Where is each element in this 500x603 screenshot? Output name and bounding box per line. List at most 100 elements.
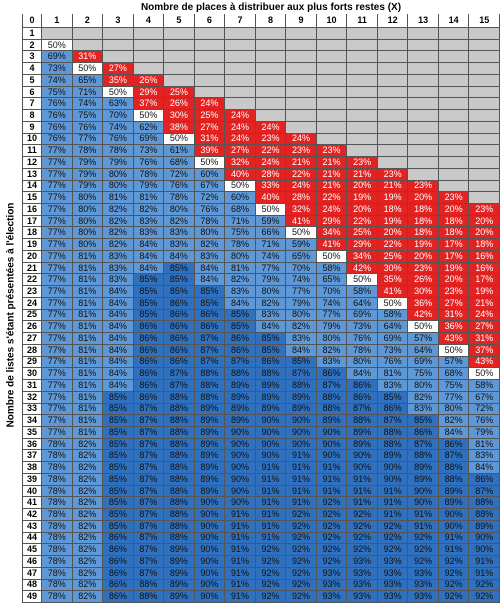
empty-cell (469, 157, 500, 169)
cell: 23% (438, 286, 470, 298)
cell: 76% (194, 204, 226, 216)
cell: 88% (347, 415, 378, 427)
cell: 31% (438, 309, 470, 322)
cell: 93% (347, 556, 378, 568)
cell: 78% (42, 462, 73, 474)
empty-cell (286, 51, 317, 64)
empty-cell (347, 145, 378, 158)
cell: 81% (133, 192, 165, 205)
cell: 35% (103, 74, 134, 87)
cell: 92% (316, 497, 348, 510)
cell: 91% (255, 485, 287, 498)
cell: 87% (133, 462, 165, 474)
cell: 93% (347, 579, 378, 592)
row-header: 33 (22, 403, 42, 416)
cell: 92% (255, 579, 287, 592)
cell: 92% (347, 520, 378, 533)
cell: 80% (72, 239, 104, 251)
cell: 21% (347, 168, 378, 181)
empty-cell (469, 51, 500, 64)
empty-cell (164, 28, 195, 40)
cell: 65% (316, 274, 348, 287)
cell: 74% (72, 98, 104, 111)
cell: 68% (225, 204, 256, 216)
empty-cell (133, 39, 165, 52)
cell: 39% (194, 145, 226, 158)
cell: 84% (103, 321, 134, 334)
empty-cell (438, 39, 470, 52)
cell: 18% (469, 239, 500, 251)
cell: 90% (194, 567, 226, 580)
row-header: 47 (22, 567, 42, 580)
row-header: 30 (22, 368, 42, 381)
cell: 84% (225, 297, 256, 310)
cell: 85% (408, 415, 439, 427)
cell: 77% (316, 309, 348, 322)
cell: 88% (164, 497, 195, 510)
empty-cell (469, 98, 500, 111)
cell: 90% (377, 462, 409, 474)
cell: 71% (72, 86, 104, 99)
empty-cell (103, 51, 134, 64)
cell: 90% (316, 450, 348, 463)
cell: 20% (438, 204, 470, 216)
empty-cell (316, 133, 348, 146)
cell: 86% (133, 321, 165, 334)
cell: 27% (438, 297, 470, 310)
empty-cell (286, 121, 317, 134)
cell: 89% (408, 462, 439, 474)
cell: 92% (347, 544, 378, 557)
empty-cell (377, 63, 409, 75)
cell: 91% (225, 532, 256, 545)
cell: 50% (103, 86, 134, 99)
cell: 82% (72, 591, 104, 603)
empty-cell (255, 98, 287, 111)
cell: 85% (133, 274, 165, 287)
row-header: 48 (22, 579, 42, 592)
cell: 80% (103, 168, 134, 181)
cell: 87% (133, 403, 165, 416)
cell: 18% (408, 227, 439, 240)
row-header: 12 (22, 157, 42, 169)
cell: 89% (255, 391, 287, 404)
cell: 85% (103, 497, 134, 510)
empty-cell (194, 39, 226, 52)
cell: 86% (103, 556, 134, 568)
cell: 78% (42, 544, 73, 557)
cell: 78% (72, 145, 104, 158)
cell: 82% (103, 215, 134, 228)
empty-cell (438, 98, 470, 111)
cell: 87% (194, 356, 226, 369)
column-header: 9 (286, 14, 317, 28)
cell: 21% (286, 157, 317, 169)
cell: 35% (377, 274, 409, 287)
cell: 85% (103, 415, 134, 427)
cell: 81% (225, 262, 256, 275)
empty-cell (316, 51, 348, 64)
cell: 22% (347, 215, 378, 228)
cell: 64% (377, 321, 409, 334)
cell: 88% (194, 391, 226, 404)
cell: 74% (255, 250, 287, 263)
cell: 81% (72, 380, 104, 392)
cell: 89% (164, 567, 195, 580)
row-header: 41 (22, 497, 42, 510)
cell: 82% (103, 227, 134, 240)
cell: 85% (103, 391, 134, 404)
cell: 90% (255, 450, 287, 463)
cell: 77% (42, 321, 73, 334)
cell: 89% (164, 579, 195, 592)
cell: 78% (194, 215, 226, 228)
cell: 88% (164, 450, 195, 463)
cell: 86% (164, 321, 195, 334)
cell: 86% (225, 333, 256, 345)
cell: 85% (255, 344, 287, 357)
row-header: 25 (22, 309, 42, 322)
row-header: 5 (22, 74, 42, 87)
cell: 77% (72, 133, 104, 146)
cell: 87% (286, 368, 317, 381)
row-header: 43 (22, 520, 42, 533)
cell: 30% (164, 110, 195, 122)
cell: 33% (255, 180, 287, 193)
empty-cell (408, 168, 439, 181)
